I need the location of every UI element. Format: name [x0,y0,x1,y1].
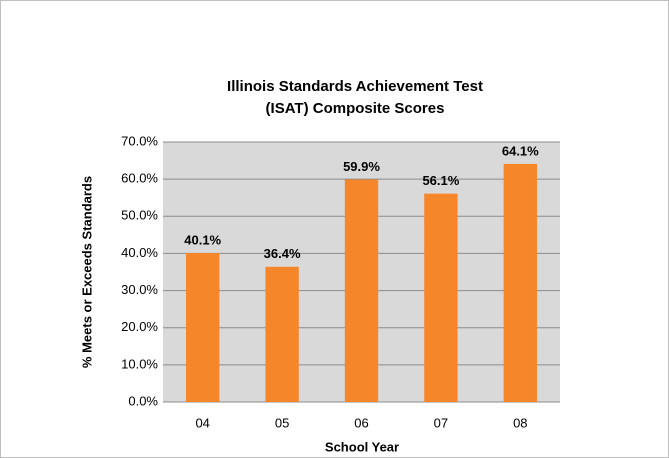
value-label: 56.1% [422,173,459,188]
value-label: 59.9% [343,159,380,174]
bar [344,179,379,402]
y-tick-label: 70.0% [121,133,158,148]
bar [265,266,299,402]
y-tick-label: 60.0% [121,171,158,186]
bar [424,193,458,402]
x-axis-label: School Year [325,439,399,454]
x-tick-label: 08 [513,415,527,430]
value-label: 36.4% [264,246,301,261]
x-tick-label: 07 [434,415,448,430]
y-tick-label: 40.0% [121,245,158,260]
y-tick-label: 20.0% [121,319,158,334]
value-label: 64.1% [502,143,539,158]
bar [503,163,537,402]
x-tick-label: 06 [354,415,368,430]
x-tick-label: 04 [195,415,209,430]
y-tick-label: 10.0% [121,356,158,371]
y-tick-label: 30.0% [121,282,158,297]
value-label: 40.1% [184,232,221,247]
bar [186,253,220,402]
x-tick-label: 05 [275,415,289,430]
y-tick-label: 0.0% [128,393,158,408]
y-tick-label: 50.0% [121,208,158,223]
chart-title: Illinois Standards Achievement Test (ISA… [227,78,483,117]
y-axis-label: % Meets or Exceeds Standards [79,176,94,368]
